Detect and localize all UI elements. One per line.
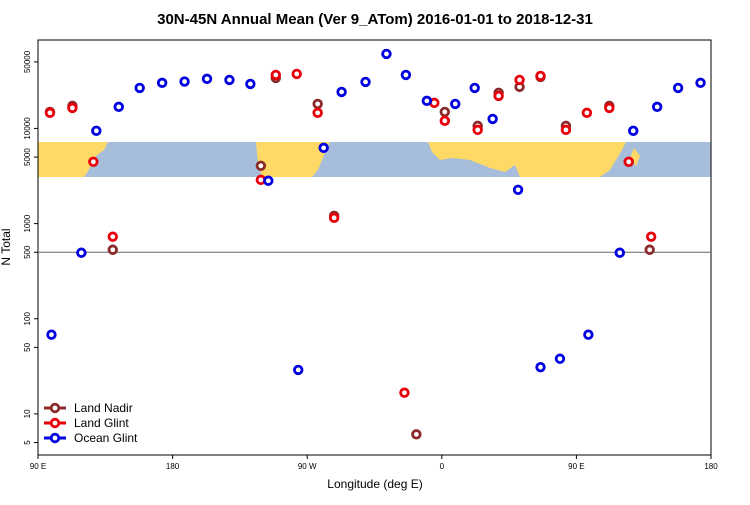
legend-label: Ocean Glint [74, 431, 138, 445]
point [469, 82, 480, 94]
point [91, 125, 102, 137]
point [318, 142, 329, 154]
point [44, 107, 56, 119]
point [672, 82, 684, 94]
point [291, 68, 302, 80]
point [583, 329, 594, 340]
legend-marker [49, 417, 61, 429]
point [312, 107, 323, 119]
point [245, 78, 256, 90]
x-tick-label: 180 [166, 462, 180, 471]
point [514, 74, 525, 86]
point [628, 125, 639, 137]
y-tick-label: 50 [23, 342, 32, 351]
point [293, 364, 304, 376]
point [614, 247, 625, 258]
point [46, 329, 57, 340]
y-tick-label: 500 [23, 245, 32, 259]
legend-label: Land Nadir [74, 401, 133, 415]
point [421, 95, 433, 107]
x-tick-label: 90 E [30, 462, 46, 471]
point [263, 175, 274, 186]
point [67, 102, 78, 114]
chart-title: 30N-45N Annual Mean (Ver 9_ATom) 2016-01… [157, 11, 593, 28]
point [156, 77, 168, 89]
point [604, 102, 615, 114]
legend-label: Land Glint [74, 416, 129, 430]
point [535, 361, 546, 373]
y-tick-label: 10000 [23, 117, 32, 140]
point [76, 247, 87, 258]
legend-marker [49, 402, 61, 414]
point [623, 156, 634, 168]
y-tick-label: 5000 [23, 148, 32, 166]
point [439, 115, 450, 127]
x-tick-label: 0 [440, 462, 445, 471]
point [360, 76, 371, 88]
y-tick-label: 10 [23, 409, 32, 418]
x-tick-label: 90 W [298, 462, 317, 471]
point [493, 90, 504, 102]
y-tick-label: 5 [23, 440, 32, 445]
point [411, 429, 422, 440]
x-axis-label: Longitude (deg E) [327, 477, 422, 491]
point [644, 244, 655, 255]
y-tick-label: 100 [23, 312, 32, 326]
point [512, 184, 524, 196]
point [400, 69, 412, 81]
point [381, 48, 392, 60]
point [472, 124, 483, 136]
point [201, 73, 213, 85]
point [560, 124, 572, 136]
point [645, 231, 657, 242]
point [439, 106, 450, 118]
point [336, 86, 347, 98]
point [535, 70, 546, 82]
y-tick-label: 1000 [23, 214, 32, 232]
point [107, 244, 118, 255]
point [224, 74, 235, 86]
point [312, 98, 323, 110]
plot-frame [37, 39, 712, 456]
point [450, 98, 461, 110]
point [399, 387, 410, 398]
point [255, 160, 267, 171]
point [487, 113, 498, 125]
x-tick-label: 180 [704, 462, 718, 471]
point [107, 231, 118, 242]
y-axis-label: N Total [0, 228, 13, 265]
y-tick-label: 50000 [23, 50, 32, 73]
point [554, 353, 566, 364]
point [179, 76, 190, 87]
x-tick-label: 90 E [568, 462, 584, 471]
legend-marker [49, 432, 61, 444]
point [581, 107, 593, 119]
point [270, 69, 281, 81]
point [651, 101, 663, 113]
point [328, 212, 340, 224]
point [113, 101, 124, 113]
point [695, 77, 706, 89]
map-band [38, 142, 711, 177]
point [88, 156, 99, 168]
point [134, 82, 145, 94]
